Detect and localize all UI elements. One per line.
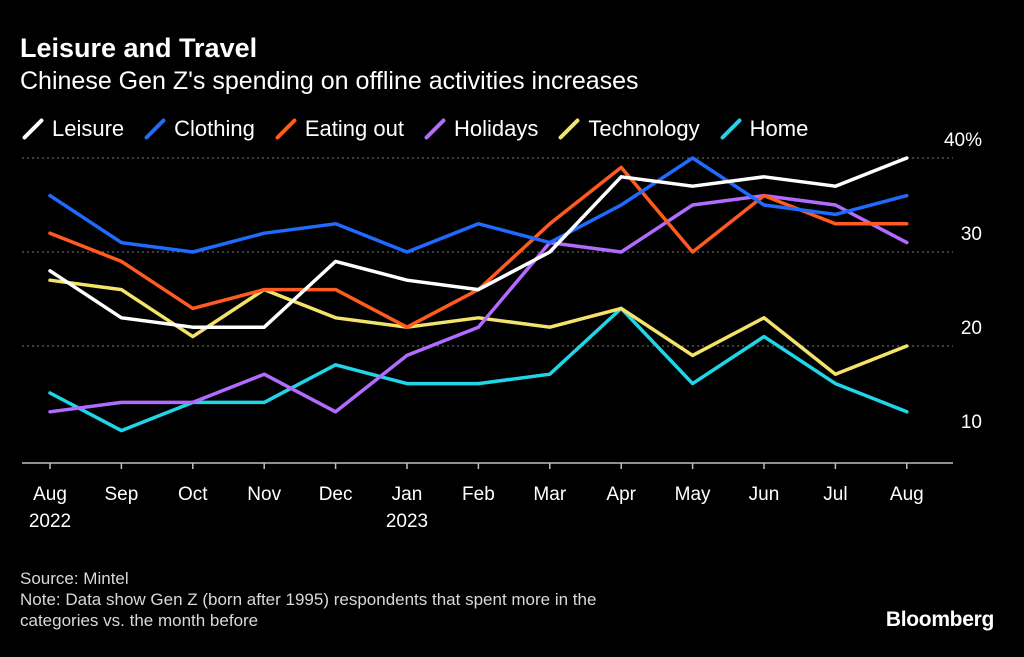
note-text-line2: categories vs. the month before xyxy=(20,611,259,630)
source-text: Source: Mintel xyxy=(20,569,129,588)
note-text-line1: Note: Data show Gen Z (born after 1995) … xyxy=(20,590,597,609)
legend-label-home: Home xyxy=(749,116,809,141)
y-tick-label-40: 40% xyxy=(944,130,982,151)
legend-item-eating-out: Eating out xyxy=(274,116,404,142)
chart-title: Leisure and Travel xyxy=(20,33,258,63)
legend-label-holidays: Holidays xyxy=(453,116,539,141)
x-tick-label-8: Apr xyxy=(606,484,636,505)
legend: Leisure Clothing Eating out Holidays Technol… xyxy=(21,116,828,142)
y-tick-label-20: 20 xyxy=(961,318,982,339)
legend-label-technology: Technology xyxy=(588,116,700,141)
chart-subtitle: Chinese Gen Z's spending on offline acti… xyxy=(20,67,639,95)
x-tick-label-12: Aug xyxy=(890,484,924,505)
legend-label-eating-out: Eating out xyxy=(304,116,404,141)
legend-item-leisure: Leisure xyxy=(21,116,125,142)
x-tick-label-5: Jan xyxy=(392,484,423,505)
footer: Source: Mintel Note: Data show Gen Z (bo… xyxy=(20,568,596,631)
legend-item-clothing: Clothing xyxy=(143,116,255,142)
legend-item-technology: Technology xyxy=(558,116,700,142)
x-tick-label-3: Nov xyxy=(247,484,281,505)
x-tick-label-1: Sep xyxy=(104,484,138,505)
legend-label-clothing: Clothing xyxy=(174,116,255,141)
x-tick-label-4: Dec xyxy=(319,484,353,505)
series-line-leisure xyxy=(48,156,909,329)
legend-label-leisure: Leisure xyxy=(52,116,125,141)
series-line-clothing xyxy=(48,156,909,254)
x-tick-label-11: Jul xyxy=(823,484,847,505)
x-tick-label-9: May xyxy=(675,484,711,505)
x-tick-sublabel-0: 2022 xyxy=(29,511,71,532)
series-line-eating-out xyxy=(48,165,909,329)
y-tick-label-10: 10 xyxy=(961,412,982,433)
y-tick-label-30: 30 xyxy=(961,224,982,245)
legend-item-home: Home xyxy=(719,116,809,142)
x-tick-label-7: Mar xyxy=(533,484,566,505)
x-tick-label-10: Jun xyxy=(749,484,780,505)
legend-item-holidays: Holidays xyxy=(423,116,539,142)
series-line-holidays xyxy=(48,193,909,414)
x-tick-label-6: Feb xyxy=(462,484,495,505)
x-tick-sublabel-5: 2023 xyxy=(386,511,428,532)
x-tick-label-0: Aug xyxy=(33,484,67,505)
series-line-technology xyxy=(48,278,909,376)
x-tick-label-2: Oct xyxy=(178,484,208,505)
bloomberg-logo: Bloomberg xyxy=(885,608,994,631)
